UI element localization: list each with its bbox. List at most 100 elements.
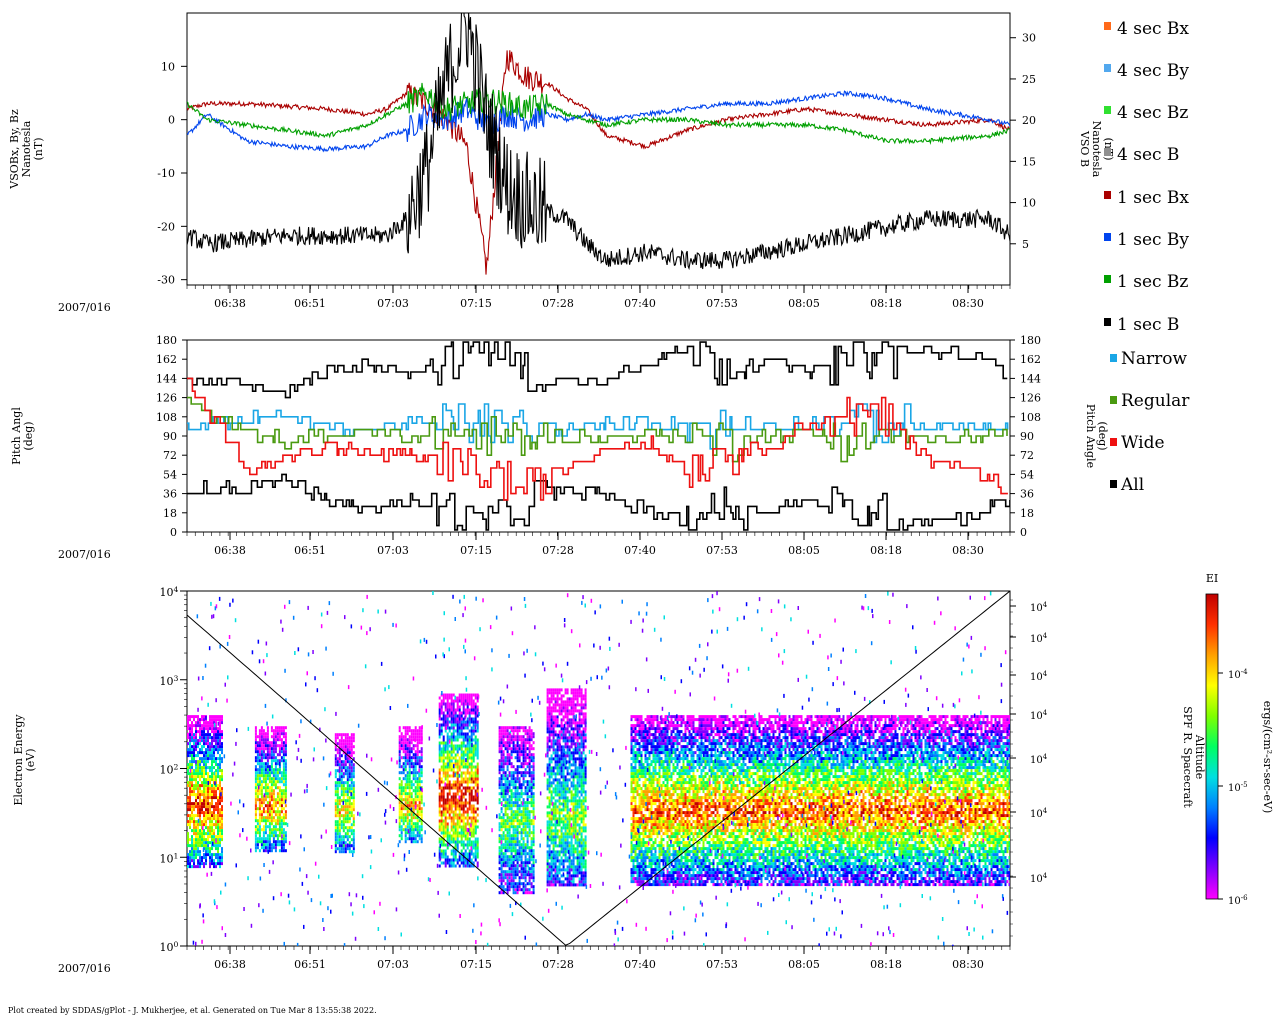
spec-pixel bbox=[514, 852, 517, 856]
spec-pixel bbox=[344, 817, 347, 821]
spec-pixel bbox=[452, 813, 455, 817]
spec-pixel bbox=[340, 745, 343, 749]
spec-pixel bbox=[470, 762, 473, 766]
spec-pixel bbox=[215, 760, 217, 764]
spec-pixel bbox=[193, 748, 195, 752]
spec-pixel bbox=[522, 837, 525, 841]
spec-pixel bbox=[187, 805, 189, 809]
spec-pixel bbox=[446, 792, 449, 796]
spec-pixel bbox=[458, 816, 461, 820]
spec-pixel bbox=[548, 835, 551, 839]
spec-pixel bbox=[474, 816, 477, 820]
spec-pixel bbox=[217, 814, 219, 818]
spec-pixel bbox=[209, 835, 211, 839]
spec-pixel bbox=[338, 826, 341, 830]
spec-pixel bbox=[440, 804, 443, 808]
spec-pixel bbox=[207, 817, 209, 821]
spec-pixel bbox=[444, 768, 447, 772]
pitch-y2-axis-label: (deg) bbox=[1096, 421, 1109, 450]
spec-pixel bbox=[340, 838, 343, 842]
spec-pixel bbox=[516, 873, 519, 877]
spec-pixel bbox=[560, 697, 563, 701]
spec-pixel bbox=[201, 718, 203, 722]
spec-pixel bbox=[442, 825, 445, 829]
spec-pixel bbox=[400, 831, 403, 835]
spec-pixel bbox=[264, 741, 267, 745]
spec-pixel bbox=[504, 756, 507, 760]
spec-pixel bbox=[414, 753, 417, 757]
spec-pixel bbox=[406, 798, 409, 802]
spec-pixel bbox=[264, 756, 267, 760]
spec-pixel bbox=[522, 873, 525, 877]
spec-pixel bbox=[468, 801, 471, 805]
spec-pixel bbox=[460, 780, 463, 784]
spec-pixel bbox=[498, 834, 501, 838]
spec-pixel bbox=[191, 721, 193, 725]
spec-pixel bbox=[468, 717, 471, 721]
spec-pixel bbox=[211, 796, 213, 800]
spec-pixel bbox=[213, 739, 215, 743]
spec-pixel bbox=[338, 832, 341, 836]
spec-pixel bbox=[554, 721, 557, 725]
spec-pixel bbox=[522, 840, 525, 844]
spec-pixel bbox=[528, 888, 531, 892]
spec-pixel bbox=[556, 760, 559, 764]
spec-pixel bbox=[460, 855, 463, 859]
spec-pixel bbox=[266, 777, 269, 781]
spec-pixel bbox=[476, 747, 479, 751]
spec-pixel bbox=[468, 849, 471, 853]
spec-pixel bbox=[476, 795, 479, 799]
spec-pixel bbox=[548, 802, 551, 806]
spec-pixel bbox=[462, 744, 465, 748]
spec-pixel bbox=[256, 807, 259, 811]
spec-pixel bbox=[470, 810, 473, 814]
spec-pixel bbox=[400, 744, 403, 748]
spec-pixel bbox=[450, 840, 453, 844]
spec-pixel bbox=[284, 747, 287, 751]
spec-pixel bbox=[209, 817, 211, 821]
spec-pixel bbox=[468, 786, 471, 790]
spec-pixel bbox=[548, 766, 551, 770]
spec-pixel bbox=[516, 849, 519, 853]
spec-pixel bbox=[454, 738, 457, 742]
spec-pixel bbox=[564, 832, 567, 836]
spec-pixel bbox=[398, 777, 401, 781]
spec-pixel bbox=[408, 771, 411, 775]
spec-pixel bbox=[416, 741, 419, 745]
spec-pixel bbox=[524, 753, 527, 757]
spec-pixel bbox=[191, 793, 193, 797]
spec-pixel bbox=[408, 762, 411, 766]
spec-pixel bbox=[456, 723, 459, 727]
spec-pixel bbox=[520, 882, 523, 886]
spec-pixel bbox=[460, 813, 463, 817]
spec-pixel bbox=[276, 771, 279, 775]
spec-pixel bbox=[558, 820, 561, 824]
spec-pixel bbox=[510, 762, 513, 766]
spec-pixel bbox=[346, 757, 349, 761]
spec-pixel bbox=[508, 864, 511, 868]
spec-pixel bbox=[528, 753, 531, 757]
spec-pixel bbox=[516, 738, 519, 742]
spec-pixel bbox=[191, 724, 193, 728]
spec-pixel bbox=[195, 787, 197, 791]
spec-pixel bbox=[199, 718, 201, 722]
spec-pixel bbox=[187, 748, 189, 752]
spec-pixel bbox=[506, 783, 509, 787]
spec-pixel bbox=[416, 816, 419, 820]
spec-pixel bbox=[498, 762, 501, 766]
spec-pixel bbox=[506, 777, 509, 781]
spec-pixel bbox=[187, 769, 189, 773]
spec-pixel bbox=[340, 820, 343, 824]
spec-pixel bbox=[207, 793, 209, 797]
spec-pixel bbox=[193, 760, 195, 764]
spec-pixel bbox=[348, 757, 351, 761]
spec-pixel bbox=[195, 799, 197, 803]
spec-pixel bbox=[558, 865, 561, 869]
spec-pixel bbox=[516, 729, 519, 733]
spec-pixel bbox=[554, 844, 557, 848]
spec-pixel bbox=[446, 783, 449, 787]
spec-pixel bbox=[398, 840, 401, 844]
spec-pixel bbox=[520, 762, 523, 766]
spec-pixel bbox=[508, 825, 511, 829]
spec-pixel bbox=[472, 852, 475, 856]
